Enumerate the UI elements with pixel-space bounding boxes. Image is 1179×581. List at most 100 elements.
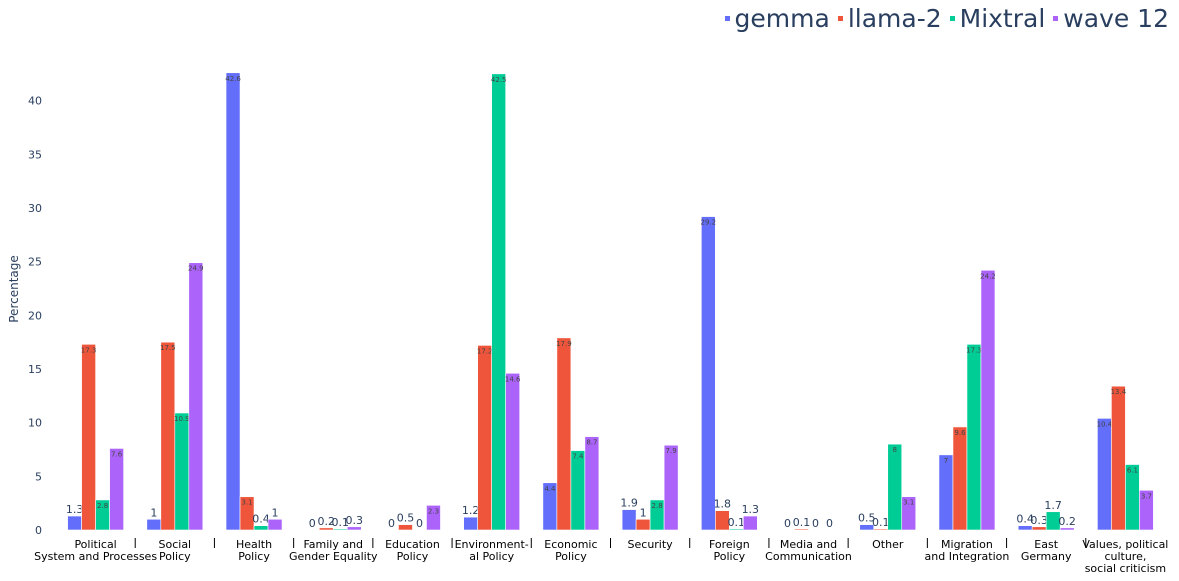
data-label: 0.3 <box>1030 514 1048 527</box>
data-label: 10.9 <box>174 415 190 423</box>
y-axis-title: Percentage <box>7 255 21 323</box>
bar-gemma <box>67 515 82 531</box>
x-category-label: al Policy <box>469 550 514 563</box>
data-label: 0.1 <box>332 516 350 529</box>
data-label: 0 <box>388 517 395 530</box>
x-category-label: Policy <box>713 550 745 563</box>
data-label: 0 <box>416 517 423 530</box>
x-category-label: Health <box>236 538 272 551</box>
data-label: 0.3 <box>346 514 364 527</box>
data-label: 3.7 <box>1141 492 1152 500</box>
bar-llama-2 <box>398 524 413 531</box>
y-tick-label: 10 <box>28 417 42 430</box>
y-tick-label: 40 <box>28 95 42 108</box>
bar-wave-12 <box>346 526 362 531</box>
bar-llama-2 <box>160 341 176 531</box>
data-label: 3.1 <box>903 499 914 507</box>
data-label: 0.5 <box>397 512 415 525</box>
legend-label: gemma <box>734 4 830 33</box>
bar-wave-12 <box>505 372 520 531</box>
bar-llama-2 <box>715 510 730 531</box>
data-label: 1 <box>640 506 647 519</box>
x-category-label: social criticism <box>1085 562 1166 575</box>
bar-llama-2 <box>239 496 255 531</box>
bar-wave-12 <box>980 269 996 531</box>
data-label: 8 <box>893 446 897 454</box>
data-label: 2.8 <box>652 502 663 510</box>
data-label: 1 <box>150 506 157 519</box>
data-label: 2.8 <box>97 502 108 510</box>
legend-swatch <box>949 16 955 21</box>
x-category-label: Policy <box>397 550 429 563</box>
x-category-label: Communication <box>765 550 852 563</box>
x-category-label: Germany <box>1021 550 1072 563</box>
data-label: 1.3 <box>742 503 760 516</box>
data-label: 1.8 <box>714 498 732 511</box>
data-label: 0.1 <box>793 516 811 529</box>
data-label: 0.2 <box>1058 515 1076 528</box>
bar-Mixtral <box>332 528 348 531</box>
data-label: 7.6 <box>111 450 123 458</box>
x-category-label: Foreign <box>709 538 750 551</box>
x-category-label: Policy <box>238 550 270 563</box>
bar-gemma <box>463 516 478 531</box>
data-label: 17.5 <box>160 344 176 352</box>
data-label: 0.5 <box>858 512 876 525</box>
data-label: 3.1 <box>241 499 252 507</box>
data-label: 17.3 <box>81 346 97 354</box>
data-label: 24.2 <box>980 272 996 280</box>
x-category-label: Political <box>74 538 116 551</box>
x-category-label: Values, political <box>1082 538 1168 551</box>
bar-wave-12 <box>188 262 204 531</box>
data-label: 1.7 <box>1044 499 1062 512</box>
y-tick-label: 5 <box>35 470 42 483</box>
legend-item: gemma <box>724 4 830 33</box>
data-label: 0.2 <box>318 515 336 528</box>
bar-llama-2 <box>635 518 651 531</box>
bar-gemma <box>621 509 637 531</box>
data-label: 1.3 <box>66 503 84 516</box>
legend-item: Mixtral <box>949 4 1045 33</box>
x-category-label: Economic <box>544 538 597 551</box>
data-label: 7.4 <box>572 453 584 461</box>
data-label: 42.6 <box>225 75 241 83</box>
x-category-label: Environment- <box>455 538 529 551</box>
data-label: 0 <box>784 517 791 530</box>
data-label: 7 <box>944 457 948 465</box>
data-label: 1.9 <box>620 497 638 510</box>
data-label: 7.9 <box>666 447 677 455</box>
data-label: 2.3 <box>428 507 439 515</box>
y-tick-label: 25 <box>28 256 42 269</box>
bar-wave-12 <box>1139 489 1154 531</box>
bar-llama-2 <box>81 344 96 531</box>
legend-swatch <box>1053 16 1059 21</box>
x-category-label: Policy <box>159 550 191 563</box>
x-category-label: and Integration <box>925 550 1010 563</box>
data-label: 10.4 <box>1097 420 1113 428</box>
data-label: 29.2 <box>701 219 717 227</box>
bar-llama-2 <box>556 337 572 531</box>
y-tick-label: 20 <box>28 309 42 322</box>
x-category-label: Family and <box>303 538 363 551</box>
data-label: 17.9 <box>556 340 572 348</box>
legend-label: wave 12 <box>1063 4 1169 33</box>
bar-Mixtral <box>966 344 982 531</box>
data-label: 42.5 <box>491 76 507 84</box>
x-category-label: Policy <box>555 550 587 563</box>
bar-Mixtral <box>1045 511 1061 531</box>
bar-Mixtral <box>887 443 903 531</box>
legend-item: wave 12 <box>1053 4 1169 33</box>
bar-wave-12 <box>584 436 600 531</box>
legend-label: llama-2 <box>847 4 942 33</box>
data-label: 0 <box>309 517 316 530</box>
legend: gemma llama-2 Mixtral wave 12 <box>724 4 1169 33</box>
legend-item: llama-2 <box>837 4 942 33</box>
data-label: 17.2 <box>477 347 493 355</box>
bar-wave-12 <box>267 518 283 531</box>
y-tick-label: 0 <box>35 524 42 537</box>
data-label: 17.3 <box>966 346 982 354</box>
legend-swatch <box>724 16 730 21</box>
x-category-label: Migration <box>941 538 993 551</box>
x-category-label: Media and <box>780 538 837 551</box>
x-category-label: Other <box>872 538 904 551</box>
